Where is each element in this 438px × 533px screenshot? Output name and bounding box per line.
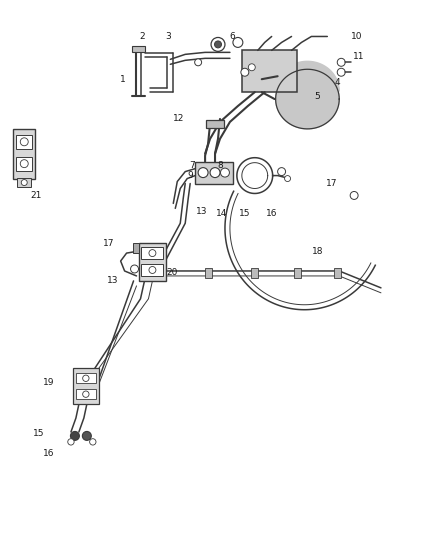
Bar [133,243,138,253]
Bar [334,268,341,278]
Circle shape [278,168,286,175]
Bar [251,268,258,278]
Circle shape [220,168,230,177]
Bar [206,120,224,128]
Circle shape [233,37,243,47]
Circle shape [149,249,156,256]
Text: 17: 17 [103,239,114,248]
Text: 13: 13 [107,277,118,285]
Text: 4: 4 [335,78,340,87]
Polygon shape [276,69,339,129]
Bar [76,389,96,399]
Circle shape [337,58,345,66]
Text: 20: 20 [166,269,178,278]
Bar [141,247,163,259]
Circle shape [194,59,201,66]
Text: 2: 2 [140,32,145,41]
Text: 15: 15 [239,209,251,218]
Text: 1: 1 [120,75,126,84]
Text: 15: 15 [33,430,45,439]
Circle shape [198,168,208,177]
Bar [294,268,301,278]
Bar [242,51,297,92]
Bar [73,368,99,404]
Text: 8: 8 [217,161,223,170]
Bar [195,161,233,183]
Text: 18: 18 [311,247,323,256]
Text: 16: 16 [266,209,277,218]
Circle shape [149,266,156,273]
Circle shape [20,160,28,168]
Circle shape [285,175,290,182]
Text: 10: 10 [351,32,363,41]
Bar [13,129,35,179]
Text: 19: 19 [43,378,55,387]
Text: 21: 21 [31,191,42,200]
Bar [131,46,145,52]
Circle shape [90,439,96,445]
Circle shape [83,375,89,382]
Bar [141,264,163,276]
Circle shape [337,68,345,76]
Circle shape [131,265,138,273]
Bar [16,157,32,171]
Bar [138,243,166,281]
Text: 6: 6 [229,32,235,41]
Circle shape [82,431,91,440]
Bar [205,268,212,278]
Text: 13: 13 [196,207,208,216]
Text: 14: 14 [216,209,228,218]
Circle shape [83,391,89,398]
Polygon shape [276,61,339,91]
Text: 7: 7 [189,161,195,170]
Circle shape [210,168,220,177]
Text: 12: 12 [173,115,184,124]
Circle shape [215,41,222,48]
Bar [76,373,96,383]
Circle shape [248,64,255,71]
Circle shape [241,68,249,76]
Text: 5: 5 [314,92,320,101]
Circle shape [211,37,225,51]
Bar [17,177,31,187]
Text: 11: 11 [353,52,365,61]
Text: 9: 9 [187,171,193,180]
Bar [16,135,32,149]
Circle shape [68,439,74,445]
Text: 3: 3 [166,32,171,41]
Circle shape [71,431,79,440]
Text: 16: 16 [43,449,55,458]
Circle shape [20,138,28,146]
Circle shape [350,191,358,199]
Text: 17: 17 [325,179,337,188]
Circle shape [21,180,27,185]
